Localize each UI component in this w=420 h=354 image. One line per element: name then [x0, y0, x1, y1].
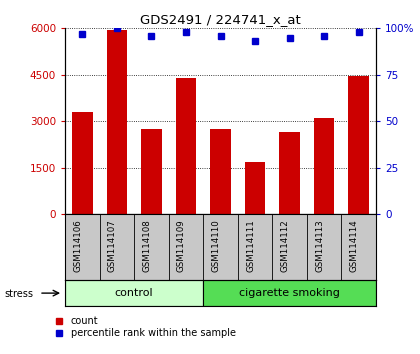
Text: cigarette smoking: cigarette smoking: [239, 288, 340, 298]
Bar: [72, 112, 93, 214]
Text: GSM114107: GSM114107: [108, 219, 117, 272]
Bar: [203, 280, 376, 306]
Text: GSM114108: GSM114108: [142, 219, 152, 272]
Bar: [176, 78, 196, 214]
Text: GSM114112: GSM114112: [281, 219, 289, 272]
Bar: [314, 118, 334, 214]
Text: stress: stress: [4, 289, 33, 299]
Text: GSM114109: GSM114109: [177, 219, 186, 272]
Text: control: control: [115, 288, 153, 298]
Text: GSM114114: GSM114114: [349, 219, 359, 272]
Text: GSM114110: GSM114110: [212, 219, 220, 272]
Bar: [245, 161, 265, 214]
Text: GSM114106: GSM114106: [74, 219, 82, 272]
Bar: [348, 76, 369, 214]
Bar: [210, 129, 231, 214]
Bar: [65, 280, 203, 306]
Bar: [141, 129, 162, 214]
Title: GDS2491 / 224741_x_at: GDS2491 / 224741_x_at: [140, 13, 301, 26]
Text: GSM114113: GSM114113: [315, 219, 324, 272]
Bar: [107, 30, 127, 214]
Bar: [279, 132, 300, 214]
Legend: count, percentile rank within the sample: count, percentile rank within the sample: [55, 316, 236, 338]
Text: GSM114111: GSM114111: [246, 219, 255, 272]
